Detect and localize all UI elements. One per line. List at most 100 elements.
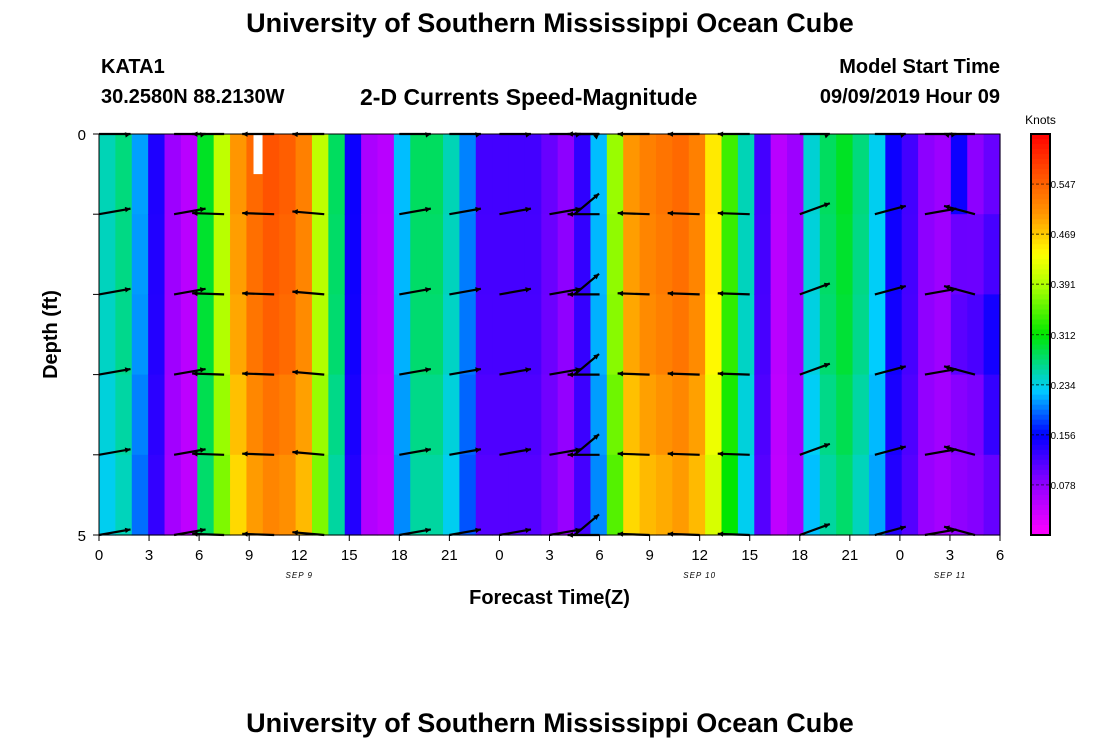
heatmap-cell: [99, 454, 116, 536]
heatmap-cell: [295, 294, 313, 376]
current-arrowhead: [475, 287, 481, 293]
current-arrowhead: [242, 290, 248, 297]
colorbar-segment: [1031, 189, 1050, 195]
heatmap-cell: [950, 454, 968, 536]
current-arrowhead: [593, 434, 600, 440]
heatmap-cell: [131, 134, 149, 215]
heatmap-cell: [164, 294, 182, 376]
heatmap-cell: [721, 214, 739, 295]
colorbar-tick-label: 0.312: [1050, 331, 1075, 342]
heatmap-cell: [770, 374, 788, 456]
heatmap-cell: [295, 214, 313, 295]
heatmap-cell: [459, 134, 477, 215]
colorbar-segment: [1031, 209, 1050, 215]
current-arrowhead: [425, 287, 431, 293]
heatmap-cell: [836, 374, 854, 456]
heatmap-cell: [262, 374, 280, 456]
current-arrowhead: [525, 447, 531, 453]
heatmap-cell: [311, 294, 329, 376]
heatmap-cell: [918, 214, 936, 295]
current-arrowhead: [567, 291, 573, 298]
current-arrowhead: [593, 273, 600, 280]
heatmap-cell: [311, 214, 329, 295]
heatmap-cell: [688, 294, 706, 376]
heatmap-cell: [918, 374, 936, 456]
heatmap-cell: [230, 214, 248, 295]
current-arrowhead: [944, 284, 950, 291]
current-arrowhead: [475, 447, 481, 453]
heatmap-cell: [377, 374, 395, 456]
colorbar-segment: [1031, 199, 1050, 205]
heatmap-cell: [787, 454, 805, 536]
heatmap-cell: [672, 374, 690, 456]
heatmap-cell: [967, 214, 985, 295]
colorbar-segment: [1031, 244, 1050, 250]
heatmap-cell: [148, 454, 166, 536]
heatmap-cell: [836, 214, 854, 295]
colorbar-segment: [1031, 434, 1050, 441]
heatmap-cell: [361, 454, 379, 536]
heatmap-cell: [524, 294, 542, 376]
heatmap-cell: [852, 454, 870, 536]
heatmap-cell: [377, 214, 395, 295]
colorbar-segment: [1031, 164, 1050, 170]
x-tick-label: 12: [291, 547, 308, 564]
heatmap-cell: [164, 374, 182, 456]
colorbar-segment: [1031, 269, 1050, 275]
heatmap-cell: [197, 374, 215, 456]
x-tick-label: 3: [946, 547, 954, 564]
heatmap-cell: [623, 374, 641, 456]
colorbar-segment: [1031, 239, 1050, 245]
date-label: SEP 11: [934, 571, 966, 580]
heatmap-cell: [279, 294, 297, 376]
colorbar-segment: [1031, 229, 1050, 235]
x-tick-label: 9: [245, 547, 253, 564]
colorbar-segment: [1031, 304, 1050, 311]
heatmap-cell: [279, 214, 297, 295]
heatmap-cell: [230, 294, 248, 376]
heatmap-cell: [115, 294, 133, 376]
current-arrowhead: [199, 287, 206, 293]
heatmap-cell: [492, 454, 510, 536]
heatmap-cell: [770, 214, 788, 295]
colorbar-segment: [1031, 524, 1050, 531]
colorbar-segment: [1031, 404, 1050, 411]
heatmap-cell: [426, 294, 444, 376]
heatmap-cell: [655, 294, 673, 376]
colorbar-segment: [1031, 394, 1050, 401]
heatmap-cell: [443, 134, 460, 215]
heatmap-cell: [934, 374, 952, 456]
heatmap-cell: [361, 134, 379, 215]
current-arrowhead: [575, 287, 582, 293]
colorbar-segment: [1031, 424, 1050, 431]
current-arrowhead: [617, 451, 624, 457]
current-arrowhead: [124, 206, 131, 213]
colorbar-segment: [1031, 479, 1050, 486]
heatmap-cell: [328, 214, 346, 295]
current-arrowhead: [124, 447, 131, 453]
current-arrowhead: [823, 443, 830, 449]
colorbar-segment: [1031, 219, 1050, 225]
colorbar-segment: [1031, 334, 1050, 341]
heatmap-cell: [279, 454, 297, 536]
heatmap-cell: [246, 214, 264, 295]
heatmap-cell: [672, 454, 690, 536]
heatmap-cell: [164, 454, 182, 536]
heatmap-cell: [639, 214, 657, 295]
heatmap-cell: [230, 134, 248, 215]
heatmap-cell: [361, 214, 379, 295]
current-arrowhead: [717, 370, 724, 377]
colorbar-segment: [1031, 484, 1050, 491]
heatmap-cell: [803, 454, 821, 536]
heatmap-cell: [868, 294, 886, 376]
heatmap-cell: [344, 374, 362, 456]
heatmap-cell: [311, 134, 329, 215]
heatmap-cell: [721, 134, 739, 215]
heatmap-cell: [311, 374, 329, 456]
heatmap-cell: [901, 454, 919, 536]
current-arrowhead: [899, 445, 906, 451]
date-label: SEP 9: [286, 571, 313, 580]
colorbar-segment: [1031, 159, 1050, 165]
heatmap-cell: [262, 294, 280, 376]
heatmap-cell: [99, 134, 116, 215]
